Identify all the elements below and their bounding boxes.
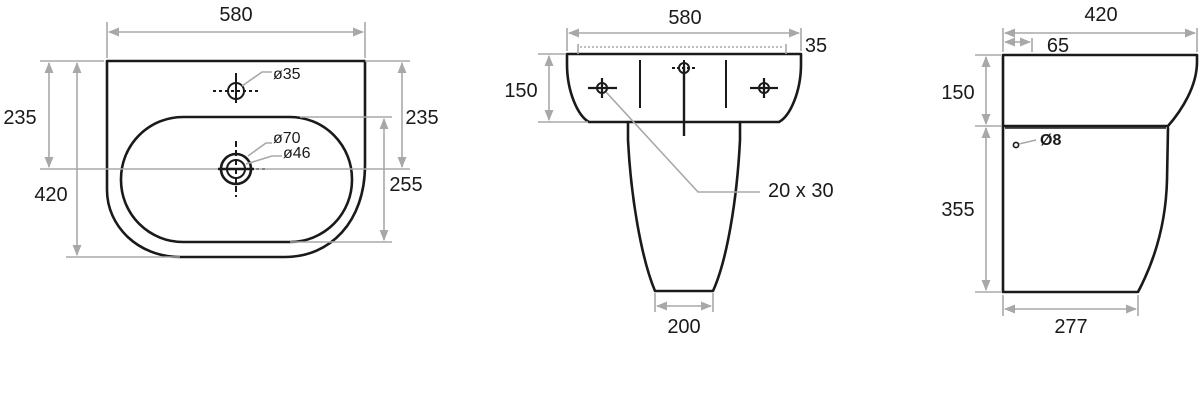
- bowl-outline: [119, 115, 354, 244]
- front-label-height: 150: [504, 80, 537, 102]
- fixing-hole-right: [750, 78, 778, 98]
- front-basin-outline: [565, 52, 803, 124]
- front-label-width: 580: [668, 7, 701, 29]
- tap-hole: [213, 73, 260, 103]
- basin-outline: [105, 59, 367, 259]
- label-tap-left: 235: [3, 107, 36, 129]
- side-pedestal-outline: [1001, 124, 1170, 294]
- side-view: 420 65 150 355 277 Ø8: [941, 4, 1199, 338]
- label-bowl: 255: [389, 174, 422, 196]
- overflow-hole: [1012, 139, 1037, 149]
- label-depth: 420: [34, 184, 67, 206]
- fixing-hole-left: [588, 78, 617, 98]
- label-tap-hole: ø35: [273, 66, 301, 83]
- front-label-rim: 35: [805, 35, 827, 57]
- label-waste-outer: ø70: [273, 130, 301, 147]
- top-view: 580 235 420 235 255 ø35 ø70 ø46: [3, 4, 439, 259]
- front-tap-hole: [672, 60, 696, 76]
- side-label-pedestal: 355: [941, 199, 974, 221]
- front-pedestal-outline: [626, 120, 742, 293]
- side-label-base: 277: [1054, 316, 1087, 338]
- label-tap-right: 235: [405, 107, 438, 129]
- side-label-offset: 65: [1047, 35, 1069, 57]
- side-label-basin: 150: [941, 82, 974, 104]
- front-label-slot: 20 x 30: [768, 180, 834, 202]
- side-label-depth: 420: [1084, 4, 1117, 26]
- front-view: 580 35 150 20 x 30 200: [504, 7, 833, 338]
- label-width: 580: [219, 4, 252, 26]
- side-label-overflow: Ø8: [1040, 132, 1061, 149]
- side-basin-outline: [1001, 53, 1199, 128]
- front-label-base: 200: [667, 316, 700, 338]
- label-waste-inner: ø46: [283, 145, 311, 162]
